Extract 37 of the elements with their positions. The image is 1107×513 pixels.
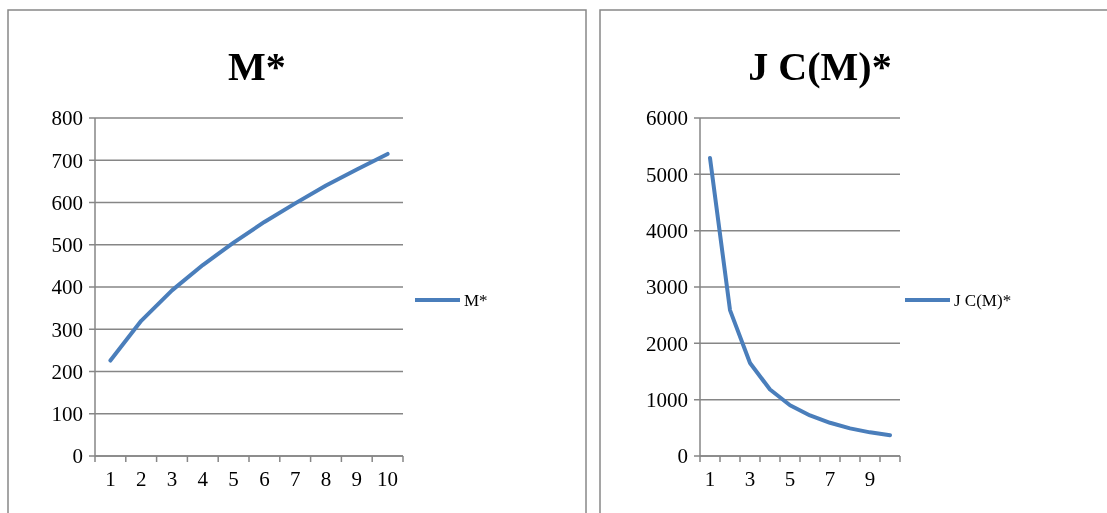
- x-tick-label: 9: [351, 467, 363, 491]
- x-tick-label: 1: [105, 467, 116, 491]
- line-series: [708, 156, 892, 438]
- y-tick-label: 0: [72, 444, 83, 469]
- x-tick-label: 7: [824, 467, 836, 491]
- x-tick-label: 6: [259, 467, 270, 491]
- x-tick-label: 1: [704, 467, 716, 491]
- x-tick-label: 9: [864, 467, 876, 491]
- x-tick-label: 2: [135, 467, 147, 491]
- x-tick-label: 5: [784, 467, 796, 491]
- x-tick-label: 5: [228, 467, 239, 491]
- x-tick-label: 4: [197, 467, 209, 491]
- y-tick-label: 700: [51, 148, 83, 173]
- x-tick-label: 3: [744, 467, 756, 491]
- y-tick-label: 2000: [646, 331, 688, 356]
- chart-title: J C(M)*: [748, 44, 892, 89]
- x-tick-label: 8: [320, 467, 332, 491]
- x-tick-label: 7: [289, 467, 301, 491]
- y-tick-label: 600: [51, 190, 83, 215]
- y-tick-label: 200: [51, 359, 83, 384]
- y-tick-label: 4000: [646, 219, 688, 244]
- y-tick-label: 300: [51, 317, 83, 342]
- y-tick-label: 100: [51, 402, 83, 427]
- y-tick-label: 6000: [646, 106, 688, 131]
- y-tick-label: 0: [677, 444, 688, 469]
- y-tick-label: 1000: [646, 388, 688, 413]
- legend-label: M*: [464, 290, 488, 310]
- x-tick-label: 3: [166, 467, 178, 491]
- x-tick-label: 10: [377, 467, 399, 491]
- line-series: [108, 151, 390, 363]
- y-tick-label: 800: [51, 106, 83, 131]
- y-tick-label: 5000: [646, 162, 688, 187]
- y-tick-label: 400: [51, 275, 83, 300]
- legend-label: J C(M)*: [954, 290, 1012, 310]
- chart-title: M*: [228, 44, 286, 89]
- y-tick-label: 500: [51, 233, 83, 258]
- y-tick-label: 3000: [646, 275, 688, 300]
